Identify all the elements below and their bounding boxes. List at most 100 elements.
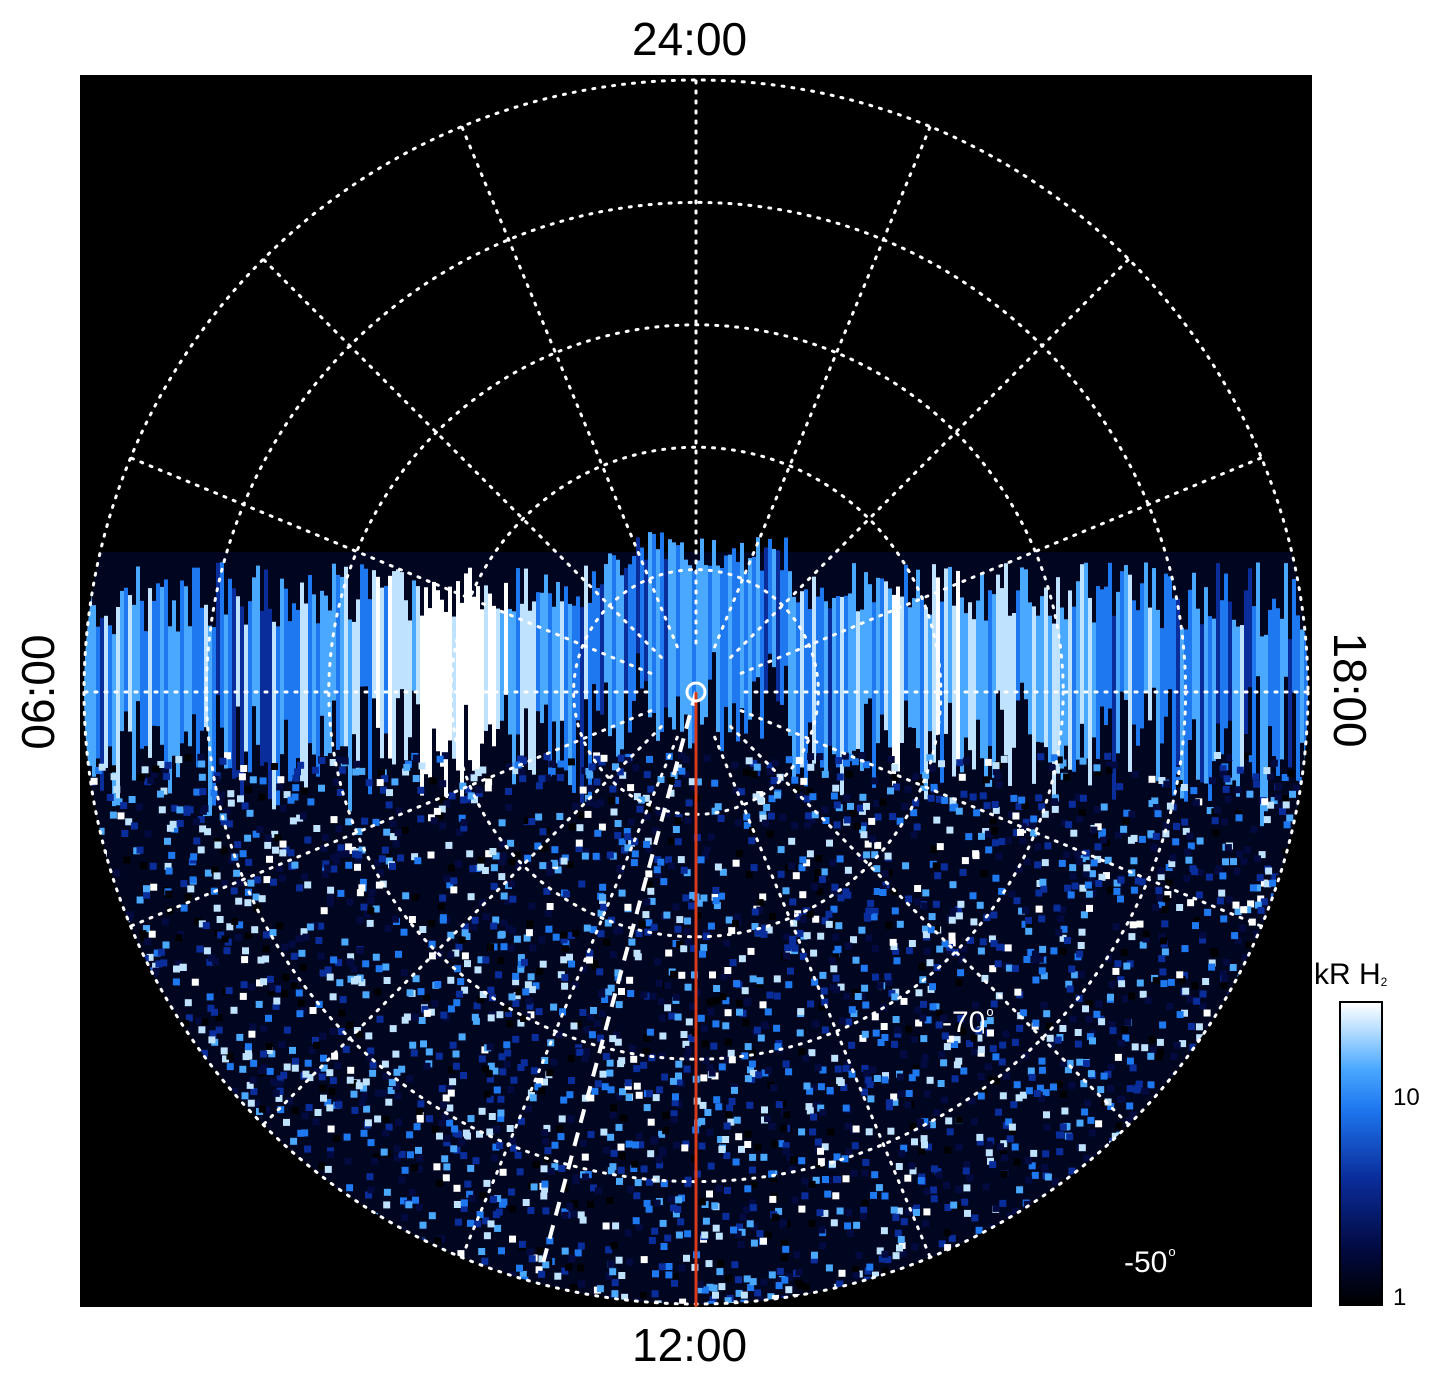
emission-cell bbox=[1107, 993, 1114, 1001]
emission-cell bbox=[638, 920, 646, 928]
emission-cell bbox=[581, 852, 589, 860]
emission-cell bbox=[688, 778, 696, 786]
emission-streak bbox=[140, 600, 144, 749]
emission-cell bbox=[609, 1163, 617, 1171]
emission-cell bbox=[395, 1119, 402, 1126]
emission-cell bbox=[460, 1204, 468, 1212]
emission-cell bbox=[147, 776, 155, 784]
emission-cell bbox=[1055, 756, 1063, 764]
emission-streak bbox=[744, 572, 748, 734]
emission-cell bbox=[989, 1250, 997, 1258]
emission-cell bbox=[1048, 763, 1056, 771]
emission-streak bbox=[1128, 574, 1132, 772]
emission-streak bbox=[796, 602, 800, 774]
emission-cell bbox=[985, 846, 993, 854]
emission-cell bbox=[753, 763, 761, 771]
emission-cell bbox=[801, 1192, 809, 1200]
emission-cell bbox=[596, 1034, 604, 1042]
emission-cell bbox=[84, 1150, 90, 1158]
emission-cell bbox=[1218, 889, 1226, 897]
emission-cell bbox=[754, 928, 762, 936]
emission-streak bbox=[392, 571, 396, 765]
emission-cell bbox=[1157, 867, 1165, 875]
emission-cell bbox=[97, 860, 105, 868]
emission-cell bbox=[1129, 1064, 1137, 1072]
emission-cell bbox=[1206, 807, 1214, 814]
emission-cell bbox=[927, 794, 935, 802]
emission-cell bbox=[365, 1191, 373, 1199]
emission-cell bbox=[105, 878, 113, 886]
emission-cell bbox=[245, 785, 252, 793]
emission-cell bbox=[209, 1083, 217, 1090]
emission-cell bbox=[429, 952, 436, 960]
emission-cell bbox=[883, 1276, 891, 1283]
emission-cell bbox=[615, 1256, 623, 1264]
emission-cell bbox=[543, 753, 551, 761]
emission-cell bbox=[241, 802, 249, 810]
emission-streak bbox=[636, 537, 640, 654]
emission-cell bbox=[1176, 971, 1184, 979]
emission-streak bbox=[484, 585, 488, 731]
emission-cell bbox=[311, 766, 319, 774]
emission-cell bbox=[107, 1156, 115, 1164]
emission-cell bbox=[227, 799, 235, 807]
emission-cell bbox=[955, 1116, 963, 1124]
emission-cell bbox=[822, 817, 830, 824]
emission-cell bbox=[600, 754, 608, 762]
emission-cell bbox=[610, 1242, 618, 1250]
emission-cell bbox=[864, 840, 872, 848]
emission-cell bbox=[809, 1084, 817, 1091]
emission-cell bbox=[557, 760, 565, 768]
emission-cell bbox=[1202, 978, 1210, 985]
emission-cell bbox=[1036, 1233, 1044, 1241]
emission-cell bbox=[1044, 842, 1052, 850]
emission-cell bbox=[972, 1001, 980, 1009]
emission-streak bbox=[1168, 576, 1172, 690]
emission-cell bbox=[194, 1068, 201, 1076]
emission-cell bbox=[135, 1265, 143, 1273]
local-time-meridian bbox=[129, 456, 653, 675]
emission-cell bbox=[889, 813, 897, 821]
emission-cell bbox=[418, 1259, 426, 1267]
emission-streak bbox=[700, 538, 704, 725]
emission-cell bbox=[138, 1159, 146, 1167]
emission-cell bbox=[1077, 942, 1085, 949]
emission-cell bbox=[594, 1080, 602, 1088]
emission-cell bbox=[1233, 867, 1241, 875]
emission-cell bbox=[975, 1226, 983, 1234]
emission-cell bbox=[500, 1289, 508, 1297]
emission-cell bbox=[734, 1230, 742, 1238]
emission-streak bbox=[144, 631, 148, 747]
emission-cell bbox=[851, 989, 859, 997]
emission-cell bbox=[180, 1179, 188, 1187]
emission-cell bbox=[725, 916, 733, 924]
emission-cell bbox=[246, 1081, 254, 1089]
emission-cell bbox=[568, 1255, 576, 1263]
emission-cell bbox=[357, 947, 365, 955]
emission-cell bbox=[550, 1003, 558, 1011]
emission-streak bbox=[1084, 562, 1088, 759]
emission-cell bbox=[712, 1224, 720, 1232]
emission-cell bbox=[176, 1304, 183, 1307]
emission-cell bbox=[1060, 1191, 1067, 1199]
emission-cell bbox=[409, 1280, 417, 1288]
emission-cell bbox=[1147, 830, 1155, 838]
emission-cell bbox=[1112, 923, 1120, 931]
emission-cell bbox=[803, 1082, 811, 1090]
emission-cell bbox=[451, 1125, 459, 1133]
emission-cell bbox=[1263, 1237, 1271, 1245]
emission-cell bbox=[500, 892, 508, 900]
emission-cell bbox=[790, 919, 798, 927]
emission-cell bbox=[1115, 1229, 1123, 1237]
emission-cell bbox=[296, 1010, 304, 1018]
emission-cell bbox=[477, 956, 485, 964]
emission-cell bbox=[948, 916, 956, 924]
emission-cell bbox=[119, 1168, 127, 1176]
emission-cell bbox=[945, 1117, 953, 1125]
emission-cell bbox=[382, 1129, 390, 1137]
emission-cell bbox=[502, 1005, 510, 1013]
emission-cell bbox=[746, 1101, 754, 1109]
emission-cell bbox=[86, 1288, 94, 1296]
emission-cell bbox=[89, 976, 97, 984]
emission-cell bbox=[341, 938, 349, 946]
